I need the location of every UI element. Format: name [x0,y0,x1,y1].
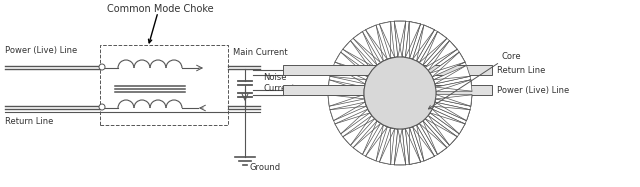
Text: Main Current: Main Current [233,48,287,57]
Polygon shape [365,25,387,61]
Circle shape [364,57,436,129]
Polygon shape [405,128,420,164]
Polygon shape [435,95,472,106]
Polygon shape [425,41,457,70]
Polygon shape [430,109,465,134]
Polygon shape [419,121,447,154]
Text: Return Line: Return Line [5,117,53,126]
Polygon shape [435,80,472,91]
Bar [283,65,492,75]
Text: Power (Live) Line: Power (Live) Line [5,46,77,55]
Circle shape [99,64,105,70]
Polygon shape [430,52,465,77]
Polygon shape [394,21,406,57]
Text: Power (Live) Line: Power (Live) Line [497,85,569,94]
Polygon shape [430,52,465,77]
Polygon shape [380,128,395,164]
Text: Ground: Ground [250,163,281,172]
Polygon shape [413,25,435,61]
Polygon shape [394,21,406,57]
Polygon shape [433,65,470,84]
Polygon shape [353,121,381,154]
Polygon shape [419,121,447,154]
Polygon shape [335,109,370,134]
Circle shape [364,57,436,129]
Polygon shape [353,32,381,65]
Polygon shape [430,109,465,134]
Polygon shape [394,129,406,165]
Bar [283,85,492,95]
Polygon shape [425,41,457,70]
Polygon shape [405,22,420,58]
Circle shape [364,57,436,129]
Polygon shape [330,102,367,121]
Polygon shape [433,65,470,84]
Polygon shape [343,41,375,70]
Polygon shape [405,128,420,164]
Polygon shape [343,115,375,145]
Polygon shape [433,102,470,121]
Polygon shape [435,80,472,91]
Circle shape [99,104,105,110]
Text: Common Mode Choke: Common Mode Choke [107,4,213,14]
Polygon shape [419,32,447,65]
Polygon shape [328,95,365,106]
Polygon shape [413,125,435,161]
Text: Core: Core [502,52,522,61]
Text: Return Line: Return Line [497,65,545,74]
Polygon shape [394,129,406,165]
Polygon shape [425,115,457,145]
Polygon shape [328,80,365,91]
Polygon shape [335,52,370,77]
Polygon shape [435,95,472,106]
Polygon shape [405,22,420,58]
Polygon shape [413,25,435,61]
Polygon shape [365,125,387,161]
Polygon shape [380,22,395,58]
Polygon shape [425,115,457,145]
Text: Noise
Current: Noise Current [263,73,295,93]
Polygon shape [413,125,435,161]
Polygon shape [330,65,367,84]
Polygon shape [419,32,447,65]
Polygon shape [433,102,470,121]
